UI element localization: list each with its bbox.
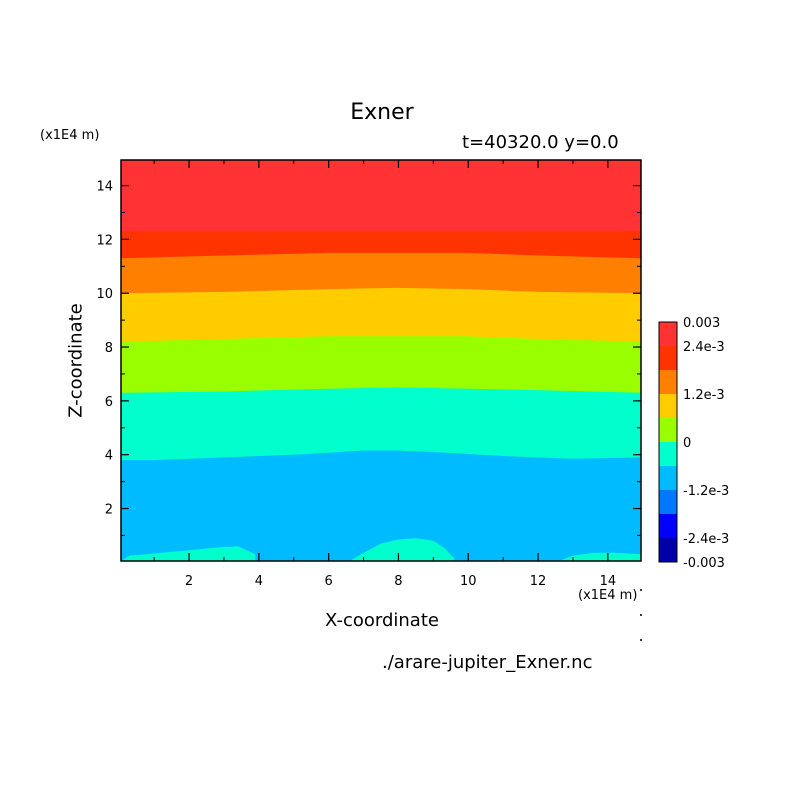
x-tick-label: 14	[600, 574, 617, 589]
colorbar-tick-label: 2.4e-3	[683, 340, 725, 355]
colorbar-tick-label: 0.003	[683, 316, 720, 331]
time-label: t=40320.0 y=0.0	[462, 132, 619, 153]
band-boundary-aqua-blue	[121, 450, 641, 561]
x-axis-unit: (x1E4 m)	[578, 588, 638, 603]
chart-title: Exner	[350, 100, 414, 125]
colorbar-segment	[659, 466, 677, 490]
colorbar-segment	[659, 394, 677, 418]
y-tick-label: 14	[96, 180, 113, 195]
y-tick-label: 8	[105, 341, 113, 356]
colorbar-segment	[659, 442, 677, 466]
x-tick-label: 6	[325, 574, 333, 589]
aqua-patch-center	[349, 538, 455, 561]
colorbar-tick-label: 0	[683, 436, 691, 451]
colorbar-tick-label: -0.003	[683, 556, 725, 571]
y-axis-unit: (x1E4 m)	[40, 128, 100, 143]
source-file-label: ./arare-jupiter_Exner.nc	[382, 652, 593, 673]
x-tick-label: 4	[255, 574, 263, 589]
marker-dot	[640, 639, 642, 641]
colorbar-segment	[659, 490, 677, 514]
y-tick-label: 10	[96, 287, 113, 302]
colorbar-segment	[659, 346, 677, 370]
colorbar-tick-label: 1.2e-3	[683, 388, 725, 403]
y-tick-label: 6	[105, 395, 113, 410]
aqua-patch-right	[558, 552, 641, 561]
y-tick-label: 2	[105, 503, 113, 518]
colorbar-frame	[658, 321, 678, 563]
x-tick-label: 10	[460, 574, 477, 589]
plot-frame	[120, 159, 642, 562]
colorbar-tick-label: -2.4e-3	[683, 532, 729, 547]
y-tick-label: 4	[105, 449, 113, 464]
colorbar-segment	[659, 370, 677, 394]
x-axis-label: X-coordinate	[325, 610, 439, 631]
marker-dot	[640, 614, 642, 616]
colorbar-segment	[659, 538, 677, 562]
colorbar-segment	[659, 322, 677, 346]
colorbar-tick-label: -1.2e-3	[683, 484, 729, 499]
x-tick-label: 12	[530, 574, 547, 589]
x-tick-label: 8	[394, 574, 402, 589]
marker-dot	[640, 589, 642, 591]
colorbar-segment	[659, 418, 677, 442]
y-tick-label: 12	[96, 233, 113, 248]
y-axis-label: Z-coordinate	[65, 303, 87, 418]
x-tick-label: 2	[185, 574, 193, 589]
colorbar-segment	[659, 514, 677, 538]
